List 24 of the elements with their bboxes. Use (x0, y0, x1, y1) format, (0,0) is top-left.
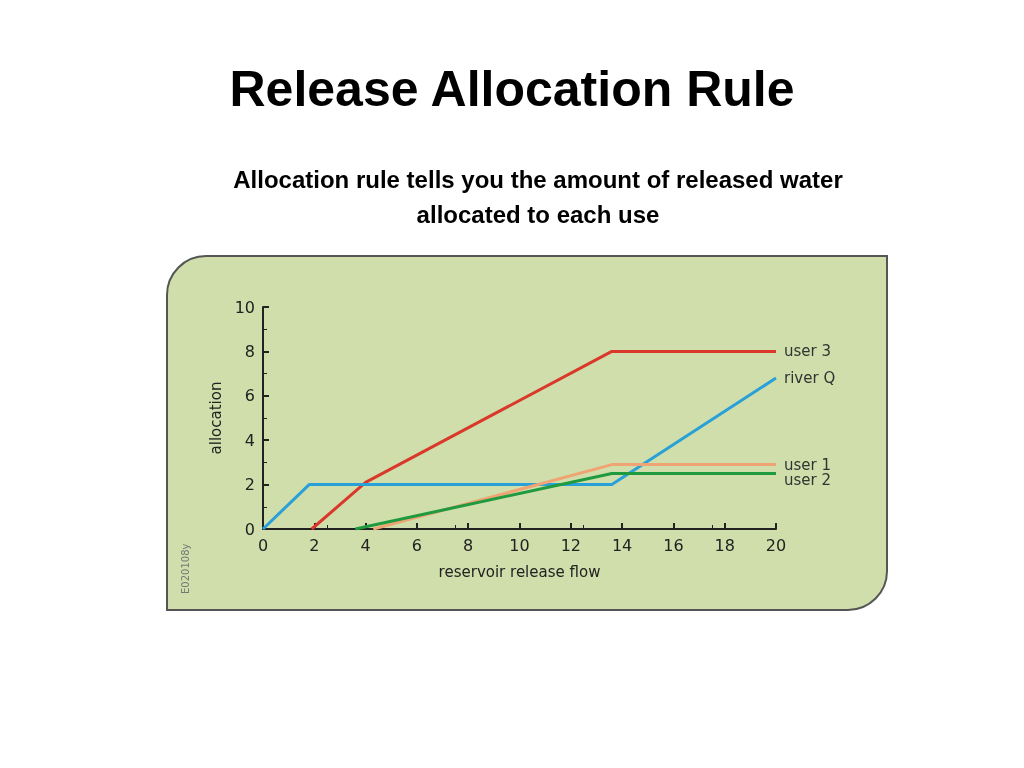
y-axis-title: allocation (207, 381, 226, 455)
x-tick-label: 10 (509, 535, 530, 555)
x-tick-label: 16 (663, 535, 684, 555)
x-tick-label: 6 (411, 535, 422, 555)
x-tick-label: 0 (257, 535, 269, 555)
chart-subtitle: Allocation rule tells you the amount of released water allocated to each use (232, 165, 844, 230)
chart-title: Release Allocation Rule (228, 60, 796, 118)
x-tick-label: 18 (714, 535, 735, 555)
series-label: river Q (784, 368, 836, 387)
x-tick-label: 14 (611, 535, 633, 555)
y-tick-label: 0 (244, 519, 255, 539)
x-tick-label: 4 (360, 535, 371, 555)
x-tick-label: 8 (463, 535, 474, 555)
series-label: user 3 (784, 341, 832, 360)
y-tick-label: 6 (244, 385, 255, 405)
x-tick-label: 20 (765, 535, 787, 555)
y-tick-label: 2 (244, 474, 255, 494)
x-tick-label: 2 (309, 535, 320, 555)
text: E020108y (179, 543, 191, 594)
y-tick-label: 4 (244, 430, 255, 450)
y-tick-label: 8 (244, 341, 255, 361)
x-axis-title: reservoir release flow (438, 562, 601, 581)
y-tick-label: 10 (234, 297, 255, 317)
x-tick-label: 12 (560, 535, 581, 555)
